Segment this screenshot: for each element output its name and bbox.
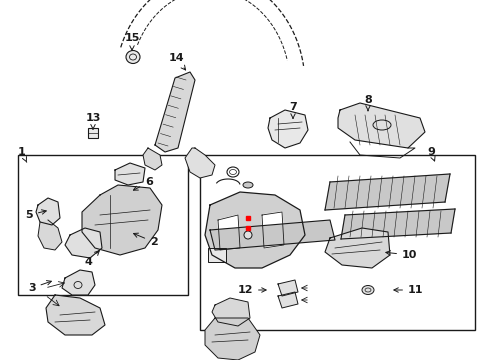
Polygon shape — [65, 228, 102, 258]
Polygon shape — [325, 174, 449, 210]
Polygon shape — [184, 148, 215, 178]
Polygon shape — [278, 292, 297, 308]
Text: 1: 1 — [18, 147, 27, 162]
Text: 11: 11 — [393, 285, 423, 295]
Polygon shape — [278, 280, 297, 296]
Polygon shape — [38, 220, 62, 250]
Polygon shape — [262, 212, 284, 248]
Polygon shape — [267, 110, 307, 148]
Ellipse shape — [126, 50, 140, 63]
Text: 7: 7 — [288, 102, 296, 118]
Bar — [207, 248, 225, 262]
Bar — [88, 128, 98, 138]
Polygon shape — [209, 220, 334, 250]
Polygon shape — [337, 103, 424, 148]
Ellipse shape — [361, 285, 373, 294]
Text: 12: 12 — [237, 285, 265, 295]
Text: 4: 4 — [84, 251, 99, 267]
Text: 5: 5 — [25, 210, 46, 220]
Polygon shape — [36, 198, 60, 225]
Polygon shape — [155, 72, 195, 152]
Text: 9: 9 — [426, 147, 434, 161]
Polygon shape — [212, 298, 249, 326]
Polygon shape — [340, 209, 454, 239]
Text: 15: 15 — [124, 33, 140, 50]
Polygon shape — [204, 318, 260, 360]
Bar — [18, 155, 187, 295]
Polygon shape — [204, 192, 305, 268]
Text: 8: 8 — [364, 95, 371, 111]
Ellipse shape — [243, 182, 252, 188]
Polygon shape — [325, 228, 389, 268]
Bar — [200, 155, 474, 330]
Text: 13: 13 — [85, 113, 101, 129]
Polygon shape — [115, 163, 145, 185]
Text: 6: 6 — [133, 177, 153, 190]
Polygon shape — [82, 185, 162, 255]
Polygon shape — [142, 148, 162, 170]
Text: 14: 14 — [168, 53, 185, 70]
Ellipse shape — [244, 231, 251, 239]
Text: 10: 10 — [385, 250, 417, 260]
Polygon shape — [218, 215, 240, 250]
Polygon shape — [46, 295, 105, 335]
Polygon shape — [62, 270, 95, 295]
Text: 2: 2 — [133, 233, 158, 247]
Text: 3: 3 — [28, 280, 51, 293]
